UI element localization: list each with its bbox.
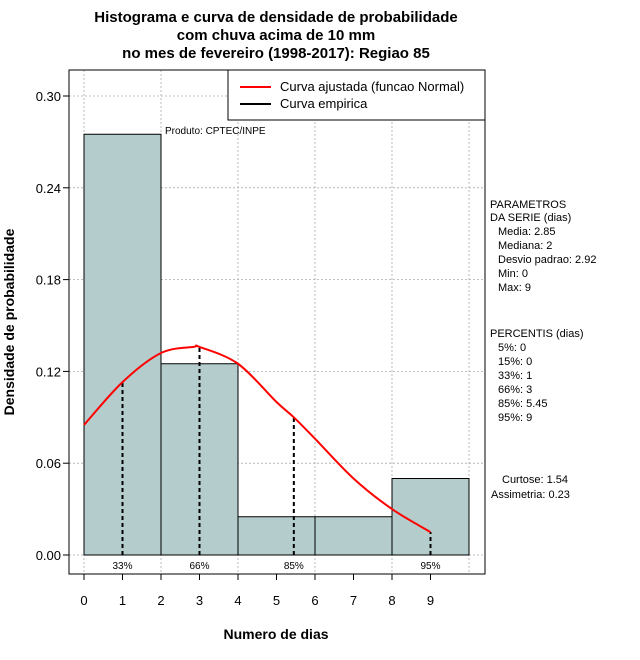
fitted-normal-curve (83, 344, 432, 533)
x-tick-label-8: 8 (388, 593, 395, 608)
param-desvio: Desvio padrao: 2.92 (498, 254, 596, 266)
percentil-85: 85%: 5.45 (498, 398, 548, 410)
percentil-66: 66%: 3 (498, 384, 532, 396)
chart-title-line-3: no mes de fevereiro (1998-2017): Regiao … (122, 45, 430, 62)
stat-curtose: Curtose: 1.54 (502, 474, 568, 486)
histogram-bar-2 (237, 516, 316, 556)
chart-title-line-2: com chuva acima de 10 mm (177, 27, 375, 44)
histogram-bar-3 (314, 516, 393, 556)
x-axis-title: Numero de dias (223, 626, 328, 642)
fitted-curve-layer (83, 344, 432, 533)
param-min: Min: 0 (498, 268, 528, 280)
x-tick-label-0: 0 (80, 593, 87, 608)
legend: Curva ajustada (funcao Normal) Curva emp… (227, 69, 486, 121)
x-tick-label-5: 5 (273, 593, 280, 608)
params-heading-2: DA SERIE (dias) (490, 212, 571, 224)
legend-label-empirical: Curva empirica (280, 96, 368, 111)
stat-assimetria: Assimetria: 0.23 (491, 489, 570, 501)
param-media: Media: 2.85 (498, 226, 555, 238)
params-heading-1: PARAMETROS (490, 199, 566, 211)
param-max: Max: 9 (498, 282, 531, 294)
histogram-bars (83, 133, 470, 556)
x-tick-label-4: 4 (234, 593, 241, 608)
y-tick-label-2: 0.12 (36, 364, 61, 379)
percentil-33: 33%: 1 (498, 370, 532, 382)
x-tick-label-1: 1 (119, 593, 126, 608)
percentile-label-1: 66% (189, 561, 209, 572)
producer-annotation: Produto: CPTEC/INPE (165, 126, 266, 137)
side-panel: PARAMETROS DA SERIE (dias) Media: 2.85 M… (490, 199, 596, 501)
percentis-heading: PERCENTIS (dias) (490, 328, 584, 340)
y-tick-label-1: 0.06 (36, 456, 61, 471)
y-axis-title: Densidade de probabilidade (1, 228, 17, 415)
percentile-label-3: 95% (420, 561, 440, 572)
percentile-label-0: 33% (112, 561, 132, 572)
y-tick-label-5: 0.30 (36, 89, 61, 104)
chart-title-line-1: Histograma e curva de densidade de proba… (94, 9, 457, 26)
x-tick-label-6: 6 (311, 593, 318, 608)
x-tick-label-2: 2 (157, 593, 164, 608)
axes: 0.00 0.06 0.12 0.18 0.24 0.30 0 1 2 3 4 5 6 7 8 9 (36, 89, 434, 608)
x-tick-label-9: 9 (427, 593, 434, 608)
percentil-5: 5%: 0 (498, 342, 526, 354)
y-tick-label-0: 0.00 (36, 548, 61, 563)
y-tick-label-3: 0.18 (36, 273, 61, 288)
percentile-markers: 33% 66% 85% 95% (112, 346, 441, 572)
percentile-label-2: 85% (284, 561, 304, 572)
y-tick-label-4: 0.24 (36, 181, 61, 196)
legend-box (227, 69, 486, 121)
x-tick-label-7: 7 (350, 593, 357, 608)
param-mediana: Mediana: 2 (498, 240, 552, 252)
percentil-95: 95%: 9 (498, 412, 532, 424)
legend-label-fitted: Curva ajustada (funcao Normal) (280, 79, 464, 94)
x-tick-label-3: 3 (196, 593, 203, 608)
percentil-15: 15%: 0 (498, 356, 532, 368)
